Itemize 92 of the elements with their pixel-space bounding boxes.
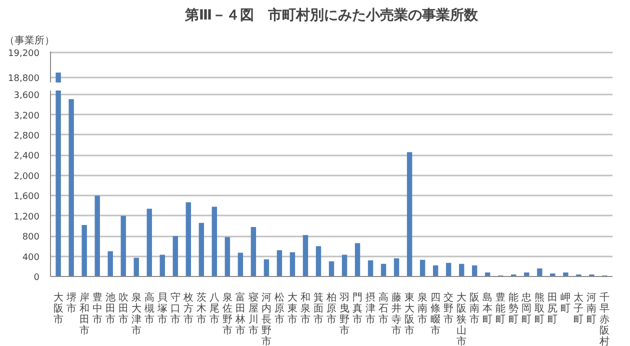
bar <box>94 196 100 276</box>
x-tick-label: 堺市 <box>65 292 76 314</box>
bar <box>472 265 478 276</box>
y-tick-label: 1,600 <box>14 192 40 202</box>
x-tick-label: 八尾市 <box>209 292 220 326</box>
x-tick-label: 田尻町 <box>548 292 558 326</box>
bar <box>264 259 270 276</box>
x-tick-label: 羽曳野市 <box>340 292 350 336</box>
y-tick-label: 400 <box>22 252 40 263</box>
bar <box>160 254 165 276</box>
bar <box>458 264 464 276</box>
x-tick-label: 高石市 <box>378 292 389 326</box>
x-tick-label: 河内長野市 <box>261 292 272 346</box>
y-tick-label: 2,400 <box>14 152 40 162</box>
x-tick-label: 柏原市 <box>326 292 336 326</box>
bar <box>316 246 322 276</box>
x-tick-label: 箕面市 <box>313 292 324 326</box>
bar <box>354 243 360 276</box>
x-tick-label: 千早赤阪村 <box>598 292 610 346</box>
x-tick-label: 松原市 <box>274 292 284 326</box>
x-tick-label: 岬町 <box>560 292 571 314</box>
bar <box>134 258 139 276</box>
chart-title: 第Ⅲ－４図 市町村別にみた小売業の事業所数 <box>184 6 480 24</box>
x-tick-label: 泉大津市 <box>131 292 142 336</box>
bar <box>406 152 412 276</box>
x-tick-label: 東大阪市 <box>404 292 415 336</box>
x-tick-label: 寝屋川市 <box>248 292 258 336</box>
bar <box>328 261 334 276</box>
x-tick-label: 和泉市 <box>300 292 310 326</box>
bar <box>563 272 568 276</box>
x-tick-label: 河南町 <box>586 292 597 326</box>
x-tick-label: 大東市 <box>287 292 298 326</box>
bar <box>238 252 244 276</box>
x-tick-label: 高槻市 <box>144 292 154 326</box>
x-tick-label: 能勢町 <box>508 292 519 326</box>
bar <box>446 262 452 276</box>
y-axis-title: （事業所） <box>4 34 54 46</box>
x-tick-label: 豊中市 <box>92 292 102 326</box>
x-tick-label: 吹田市 <box>118 292 128 326</box>
x-tick-label: 枚方市 <box>182 292 194 326</box>
y-tick-label: 0 <box>34 273 40 283</box>
bar <box>82 224 87 276</box>
bar <box>290 252 296 276</box>
bar <box>420 260 426 276</box>
bar <box>432 265 438 276</box>
bar <box>394 258 400 276</box>
x-tick-label: 熊取町 <box>534 292 545 326</box>
x-tick-label: 守口市 <box>170 292 180 326</box>
bar <box>186 202 191 276</box>
y-tick-label: 2,800 <box>14 131 40 142</box>
x-tick-label: 大阪狭山市 <box>456 292 467 346</box>
y-tick-label: 3,200 <box>14 111 40 122</box>
x-tick-label: 泉佐野市 <box>222 292 232 336</box>
bar <box>276 250 282 276</box>
bar <box>342 254 348 276</box>
bar <box>537 268 542 276</box>
x-tick-label: 岸和田市 <box>79 292 90 336</box>
bar <box>250 226 256 276</box>
x-tick-label: 阪南市 <box>470 292 480 326</box>
x-tick-label: 四條畷市 <box>430 292 441 336</box>
bar <box>172 236 178 276</box>
bar <box>108 251 113 276</box>
bar <box>198 222 204 276</box>
y-tick-label: 18,800 <box>8 74 40 84</box>
x-tick-label: 門真市 <box>352 292 363 326</box>
x-tick-label: 藤井寺市 <box>392 292 402 336</box>
bar <box>224 237 230 276</box>
bar <box>380 264 386 276</box>
x-tick-label: 太子町 <box>574 292 584 326</box>
x-tick-label: 貝塚市 <box>156 292 168 326</box>
y-tick-label: 3,600 <box>14 91 40 102</box>
x-tick-label: 茨木市 <box>196 292 206 326</box>
y-tick-label: 800 <box>22 232 40 243</box>
bar <box>368 260 374 276</box>
bar <box>212 206 218 276</box>
x-tick-label: 泉南市 <box>418 292 428 326</box>
y-tick-label: 19,200 <box>8 49 40 60</box>
bar <box>56 90 61 276</box>
x-tick-label: 交野市 <box>444 292 454 326</box>
x-tick-label: 池田市 <box>105 292 116 326</box>
x-tick-label: 忠岡町 <box>520 292 532 326</box>
y-tick-label: 1,200 <box>14 212 40 222</box>
x-tick-label: 摂津市 <box>366 292 376 326</box>
x-tick-label: 大阪市 <box>53 292 64 326</box>
bar <box>146 208 152 276</box>
bar <box>302 235 308 276</box>
bar <box>68 99 74 276</box>
x-tick-label: 島本町 <box>482 292 493 326</box>
x-tick-label: 富田林市 <box>234 292 246 336</box>
bar <box>120 216 126 276</box>
x-tick-label: 豊能町 <box>496 292 506 326</box>
y-tick-label: 2,000 <box>14 172 40 182</box>
